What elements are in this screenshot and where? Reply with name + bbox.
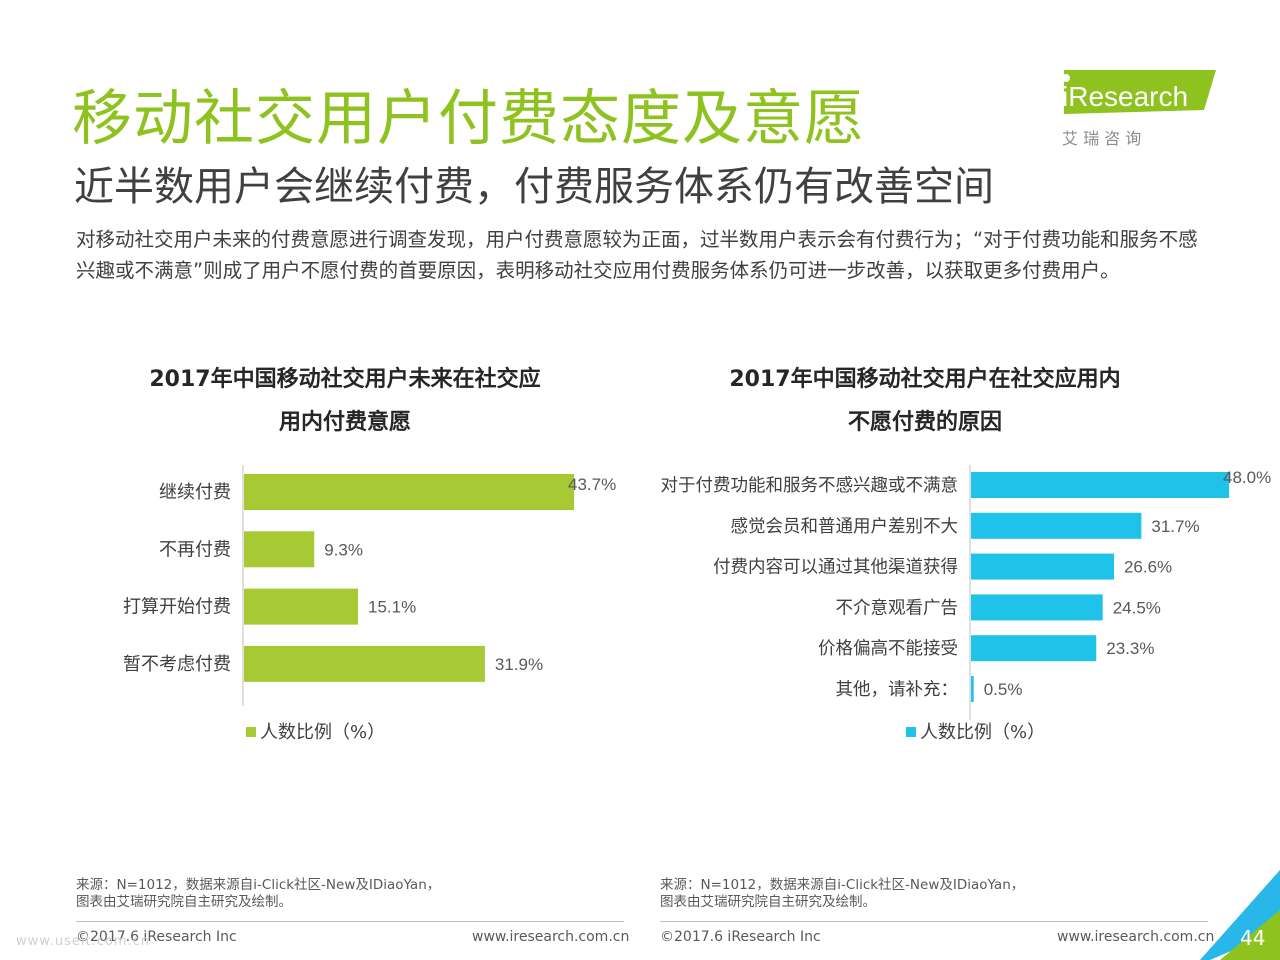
legend-swatch	[246, 727, 256, 737]
chart-2-category-label: 不介意观看广告	[836, 598, 959, 618]
website-link-right[interactable]: www.iresearch.com.cn	[1057, 929, 1215, 945]
chart-2-value-label: 26.6%	[1124, 558, 1172, 577]
source-line: 图表由艾瑞研究院自主研究及绘制。	[76, 894, 292, 910]
chart-1-bar	[244, 531, 315, 568]
page-number: 44	[1240, 926, 1266, 950]
chart-1-category-label: 不再付费	[159, 539, 231, 560]
chart-1-title-line2: 用内付费意愿	[278, 410, 411, 435]
logo-dot-icon	[1062, 74, 1070, 82]
source-note-right: 来源：N=1012，数据来源自i-Click社区-New及IDiaoYan， 图…	[660, 877, 1024, 911]
chart-1-value-label: 9.3%	[324, 540, 363, 559]
website-link-left[interactable]: www.iresearch.com.cn	[472, 929, 630, 945]
chart-1-value-label: 15.1%	[368, 598, 416, 617]
chart-2-category-label: 付费内容可以通过其他渠道获得	[713, 558, 958, 578]
source-note-left: 来源：N=1012，数据来源自i-Click社区-New及IDiaoYan， 图…	[76, 877, 440, 911]
chart-2-value-label: 24.5%	[1113, 598, 1161, 617]
chart-2-legend: 人数比例（%）	[906, 718, 1045, 744]
chart-2-bar	[971, 594, 1103, 621]
chart-2-bar	[971, 472, 1229, 498]
chart-1-bar	[244, 645, 485, 682]
chart-2-value-label: 48.0%	[1223, 468, 1271, 487]
chart-1-value-label: 43.7%	[568, 475, 616, 494]
chart-1-category-label: 暂不考虑付费	[123, 654, 231, 675]
chart-2-value-label: 0.5%	[984, 680, 1023, 699]
source-line: 来源：N=1012，数据来源自i-Click社区-New及IDiaoYan，	[76, 877, 441, 893]
page-title: 移动社交用户付费态度及意愿	[72, 84, 865, 154]
chart-1-bar	[244, 588, 359, 625]
chart-1-category-label: 打算开始付费	[123, 597, 231, 618]
footer-divider-right	[660, 921, 1208, 922]
chart-2-bar	[971, 635, 1097, 662]
chart-1-value-label: 31.9%	[495, 655, 543, 674]
chart-2-category-label: 感觉会员和普通用户差别不大	[731, 517, 959, 537]
chart-2-title: 2017年中国移动社交用户在社交应用内 不愿付费的原因	[690, 358, 1160, 444]
page-corner-decoration	[1200, 870, 1280, 960]
copyright-left: ©2017.6 iResearch Inc	[76, 929, 237, 945]
source-line: 来源：N=1012，数据来源自i-Click社区-New及IDiaoYan，	[660, 877, 1025, 893]
copyright-right: ©2017.6 iResearch Inc	[660, 929, 821, 945]
logo-banner	[1064, 70, 1216, 114]
chart-2-value-label: 23.3%	[1106, 639, 1154, 658]
page-subtitle: 近半数用户会继续付费，付费服务体系仍有改善空间	[74, 164, 994, 210]
chart-2-bar	[971, 676, 974, 702]
legend-swatch	[906, 727, 916, 737]
footer-divider-left	[76, 921, 624, 922]
corner-green-shape	[1220, 910, 1280, 960]
chart-2-category-label: 其他，请补充：	[836, 680, 959, 700]
chart-1-title-line1: 2017年中国移动社交用户未来在社交应	[149, 367, 541, 392]
chart-2-title-line1: 2017年中国移动社交用户在社交应用内	[729, 367, 1121, 392]
chart-1-legend: 人数比例（%）	[246, 718, 385, 744]
iresearch-logo: iResearch 艾 瑞 咨 询	[1062, 70, 1216, 148]
page-description: 对移动社交用户未来的付费意愿进行调查发现，用户付费意愿较为正面，过半数用户表示会…	[76, 228, 1198, 282]
logo-cn-text: 艾 瑞 咨 询	[1062, 129, 1141, 148]
watermark: www.useit.com.cn	[16, 934, 150, 949]
chart-2-bar	[971, 512, 1142, 539]
chart-2-value-label: 31.7%	[1151, 517, 1199, 536]
chart-2-legend-label: 人数比例（%）	[920, 722, 1046, 743]
chart-1-bar	[244, 474, 574, 510]
chart-2-category-label: 价格偏高不能接受	[818, 639, 958, 659]
chart-1-legend-label: 人数比例（%）	[260, 722, 386, 743]
source-line: 图表由艾瑞研究院自主研究及绘制。	[660, 894, 876, 910]
chart-1-title: 2017年中国移动社交用户未来在社交应 用内付费意愿	[110, 358, 580, 444]
logo-brand-text: iResearch	[1062, 81, 1188, 112]
chart-2-title-line2: 不愿付费的原因	[847, 410, 1002, 435]
chart-2-category-label: 对于付费功能和服务不感兴趣或不满意	[661, 476, 959, 496]
chart-1-category-label: 继续付费	[159, 482, 231, 503]
chart-2-bar	[971, 553, 1114, 580]
